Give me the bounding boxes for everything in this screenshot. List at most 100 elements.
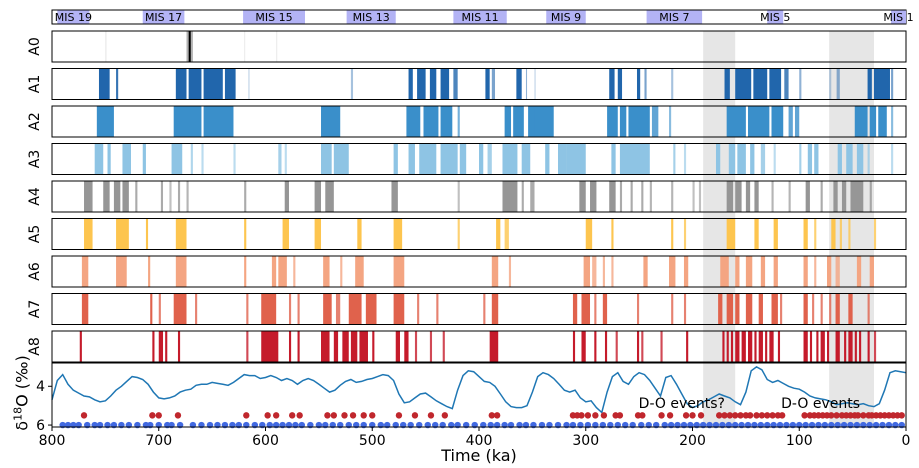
event-bar bbox=[195, 293, 198, 325]
event-bar bbox=[116, 68, 119, 100]
event-bar bbox=[619, 106, 627, 137]
event-bar bbox=[607, 106, 618, 137]
event-bar bbox=[150, 293, 153, 325]
track-A6: A6 bbox=[27, 255, 907, 288]
event-bar bbox=[135, 181, 138, 212]
red-event-dot bbox=[732, 412, 739, 419]
event-bar bbox=[669, 106, 672, 137]
red-event-dot bbox=[578, 412, 585, 419]
event-bar bbox=[803, 218, 808, 250]
event-bar bbox=[754, 181, 759, 212]
event-bar bbox=[611, 256, 614, 287]
event-bar bbox=[489, 331, 499, 362]
event-bar bbox=[440, 68, 450, 100]
event-bar bbox=[807, 143, 813, 175]
track-label-A6: A6 bbox=[27, 262, 43, 281]
red-event-dot bbox=[833, 412, 840, 419]
red-event-dot bbox=[689, 412, 696, 419]
red-event-dot bbox=[778, 412, 786, 419]
event-bar bbox=[745, 256, 753, 287]
x-tick-label: 0 bbox=[902, 433, 911, 449]
event-bar bbox=[841, 181, 847, 212]
red-event-dot bbox=[272, 412, 280, 419]
event-bar bbox=[735, 256, 740, 287]
event-bar bbox=[113, 181, 121, 212]
event-bar bbox=[116, 256, 127, 287]
event-bar bbox=[190, 31, 193, 62]
event-bar bbox=[224, 68, 236, 100]
event-bar bbox=[186, 31, 189, 62]
red-event-dot bbox=[155, 412, 162, 419]
track-frame-A7 bbox=[51, 293, 907, 325]
event-bar bbox=[408, 143, 415, 175]
event-bar bbox=[404, 331, 409, 362]
event-bar bbox=[722, 331, 725, 362]
event-bar bbox=[103, 181, 110, 212]
event-bar bbox=[803, 293, 808, 325]
x-tick-label: 300 bbox=[572, 433, 599, 449]
event-bar bbox=[814, 256, 817, 287]
event-bar bbox=[357, 218, 362, 250]
track-A1: A1 bbox=[27, 68, 907, 100]
event-bar bbox=[619, 181, 623, 212]
track-label-A7: A7 bbox=[27, 300, 43, 318]
event-bar bbox=[261, 293, 277, 325]
red-event-dot bbox=[411, 412, 419, 419]
mis-label-2: MIS 15 bbox=[255, 11, 292, 24]
event-bar bbox=[720, 256, 729, 287]
event-bar bbox=[145, 218, 149, 250]
red-event-dot bbox=[726, 412, 734, 419]
event-bar bbox=[867, 68, 872, 100]
track-A5: A5 bbox=[27, 218, 907, 250]
mis-label-8: MIS 1 bbox=[883, 11, 913, 24]
event-bar bbox=[355, 256, 364, 287]
event-bar bbox=[414, 331, 418, 362]
mis-band-3 bbox=[346, 10, 396, 24]
red-event-dot bbox=[666, 412, 674, 419]
event-bar bbox=[820, 331, 825, 362]
mis-label-6: MIS 7 bbox=[659, 11, 689, 24]
event-bar bbox=[246, 331, 249, 362]
event-bar bbox=[698, 181, 702, 212]
event-bar bbox=[636, 293, 640, 325]
event-bar bbox=[521, 181, 524, 212]
track-label-A4: A4 bbox=[27, 187, 43, 206]
event-bar bbox=[158, 293, 161, 325]
event-bar bbox=[107, 143, 111, 175]
event-bar bbox=[773, 256, 778, 287]
event-bar bbox=[323, 293, 332, 325]
red-event-dot bbox=[616, 412, 624, 419]
red-event-dot bbox=[860, 412, 867, 419]
event-bar bbox=[321, 331, 330, 362]
event-bar bbox=[628, 106, 650, 137]
event-bar bbox=[566, 143, 586, 175]
event-bar bbox=[820, 293, 823, 325]
event-bar bbox=[94, 143, 104, 175]
red-event-dot bbox=[737, 412, 744, 419]
mis-label-1: MIS 17 bbox=[145, 11, 182, 24]
d18o-series-line bbox=[51, 366, 907, 414]
red-event-dot bbox=[360, 412, 367, 419]
event-bar bbox=[827, 331, 830, 362]
track-frame-A2 bbox=[51, 105, 907, 138]
event-bar bbox=[771, 181, 774, 212]
event-bar bbox=[592, 256, 597, 287]
event-bar bbox=[754, 218, 759, 250]
event-bar bbox=[201, 143, 204, 175]
event-bar bbox=[419, 143, 437, 175]
event-bar bbox=[350, 331, 358, 362]
event-bar bbox=[835, 331, 840, 362]
event-bar bbox=[244, 31, 246, 62]
mis-band-6 bbox=[646, 10, 703, 24]
event-bar bbox=[726, 218, 736, 250]
event-bar bbox=[891, 106, 894, 137]
track-label-A0: A0 bbox=[27, 37, 43, 55]
event-bar bbox=[173, 293, 187, 325]
event-bar bbox=[188, 31, 191, 62]
mis-label-5: MIS 9 bbox=[551, 11, 581, 24]
event-bar bbox=[816, 331, 819, 362]
red-event-dot bbox=[639, 412, 646, 419]
x-axis-title: Time (ka) bbox=[440, 446, 517, 465]
event-bar bbox=[105, 31, 107, 62]
event-bar bbox=[429, 331, 433, 362]
